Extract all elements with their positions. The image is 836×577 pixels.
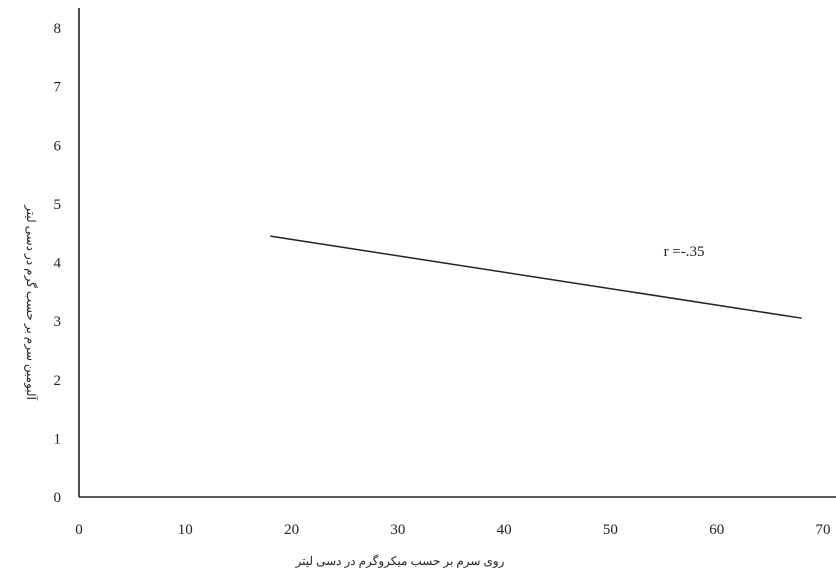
series-line — [270, 235, 802, 319]
x-tick-label: 20 — [284, 522, 299, 538]
x-axis-label: روی سرم بر حسب میکروگرم در دسی لیتر — [295, 554, 505, 568]
y-tick-label: 3 — [54, 314, 62, 330]
annotations: r =-.35 — [664, 244, 705, 260]
x-tick-label: 50 — [603, 522, 618, 538]
x-tick-label: 60 — [709, 522, 724, 538]
y-tick-label: 5 — [54, 197, 62, 213]
y-axis-label: آلبومین سرم بر حسب گرم در دسی لیتر — [24, 204, 39, 400]
y-tick-label: 0 — [54, 490, 62, 506]
series-group — [270, 235, 802, 319]
y-tick-label: 4 — [54, 256, 62, 272]
annotation-label: r =-.35 — [664, 244, 705, 260]
x-tick-label: 10 — [178, 522, 193, 538]
y-tick-label: 2 — [54, 373, 62, 389]
axes — [78, 8, 836, 498]
y-tick-label: 8 — [54, 21, 62, 37]
y-tick-label: 1 — [54, 431, 62, 447]
x-tick-label: 0 — [75, 522, 83, 538]
x-tick-label: 70 — [816, 522, 831, 538]
tick-labels: 0 10 20 30 40 50 60 70 0 1 2 3 4 5 6 7 8 — [54, 21, 831, 538]
x-tick-label: 40 — [497, 522, 512, 538]
y-tick-label: 6 — [54, 138, 62, 154]
x-tick-label: 30 — [390, 522, 405, 538]
y-tick-label: 7 — [54, 80, 62, 96]
